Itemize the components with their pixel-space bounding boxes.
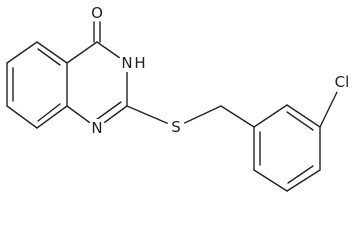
atom-label: H [134,54,145,72]
atom-label: S [171,118,181,136]
molecule-diagram: O N H N S Cl [6,4,353,192]
bonds [6,15,339,192]
atom-label: O [91,4,103,22]
atom-label: Cl [335,73,350,91]
atom-labels: O N H N S Cl [88,4,353,137]
atom-label: N [91,119,102,137]
atom-label: N [121,54,132,72]
